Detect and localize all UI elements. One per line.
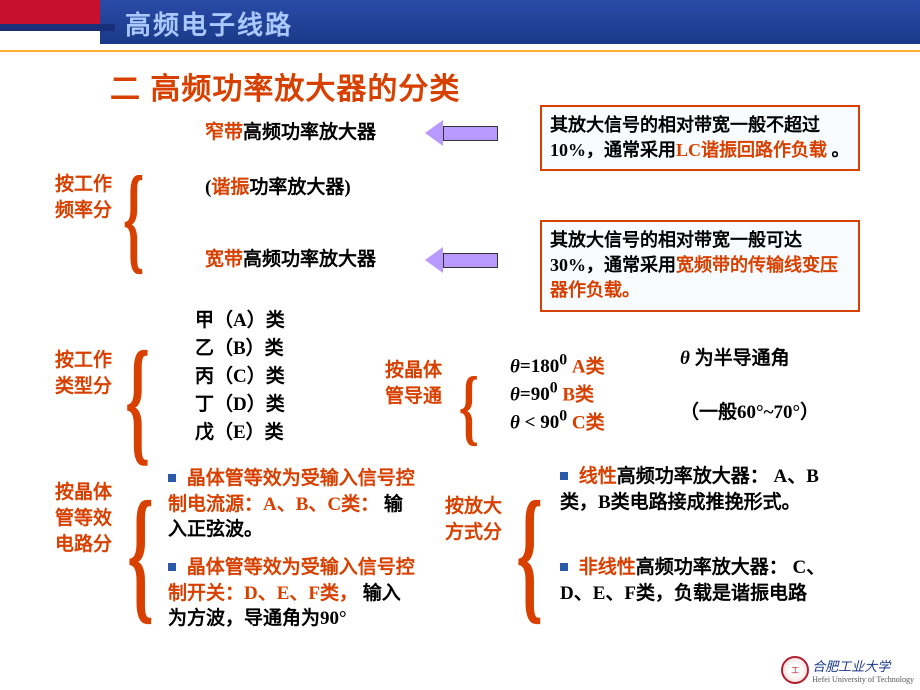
angle-label-2: 管导通 <box>385 384 442 410</box>
page-title: 二 高频功率放大器的分类 <box>110 64 460 108</box>
footer-logo: 工 合肥工业大学 Hefei University of Technology <box>781 656 914 684</box>
sec1-label-1: 按工作 <box>55 172 112 198</box>
txt: 高频功率放大器 <box>243 122 376 143</box>
txt: 高频功率放大器： <box>636 557 788 578</box>
txt: LC谐振回路作负载 <box>676 140 827 160</box>
txt: 线性 <box>579 466 617 487</box>
brace-icon: { <box>459 378 479 438</box>
sec1-label-2: 频率分 <box>55 198 112 224</box>
halfangle-1: θ 为半导通角 <box>680 346 790 372</box>
divider <box>0 50 920 52</box>
txt: C类 <box>572 412 605 433</box>
class-d: 丁（D）类 <box>195 392 285 418</box>
txt: A类 <box>572 356 605 377</box>
arrow-icon <box>425 120 498 146</box>
sec3-p1: 晶体管等效为受输入信号控制电流源：A、B、C类： 输入正弦波。 <box>168 466 418 543</box>
txt: 30% <box>550 255 586 275</box>
banner-title: 高频电子线路 <box>125 5 293 42</box>
txt: 功率放大器) <box>249 177 350 198</box>
txt: 。 <box>827 140 850 160</box>
txt: 高频功率放大器 <box>243 249 376 270</box>
txt: 窄带 <box>205 122 243 143</box>
txt: 为半导通角 <box>690 348 790 369</box>
sec1-resonant: (谐振功率放大器) <box>205 175 351 201</box>
angle-c: θ < 900 C类 <box>510 406 605 436</box>
halfangle-2: （一般60°~70°） <box>680 400 819 426</box>
sec3-label-2: 管等效 <box>55 506 112 532</box>
txt: 高频功率放大器： <box>617 466 769 487</box>
sec1-narrow: 窄带高频功率放大器 <box>205 120 376 146</box>
txt: 10% <box>550 140 586 160</box>
sec4-label-2: 方式分 <box>445 520 502 546</box>
sec4-label-1: 按放大 <box>445 494 502 520</box>
brace-icon: { <box>125 352 150 450</box>
txt: 非线性 <box>579 557 636 578</box>
txt: 其放大信号的相对带宽一般不超过 <box>550 115 820 135</box>
info-box-2: 其放大信号的相对带宽一般可达30%，通常采用宽频带的传输线变压器作负载。 <box>540 220 860 312</box>
sec4-p1: 线性高频功率放大器： A、B 类，B类电路接成推挽形式。 <box>560 464 850 515</box>
txt: 晶体管等效为受输入信号控制电流源：A、B、C类： <box>168 468 415 515</box>
brace-icon: { <box>123 176 144 260</box>
class-c: 丙（C）类 <box>195 364 285 390</box>
bullet-icon <box>560 563 568 571</box>
blue-strip <box>0 24 115 31</box>
sec3-label-3: 电路分 <box>55 532 112 558</box>
university-name: 合肥工业大学 <box>812 656 914 675</box>
txt: 其放大信号的相对带宽一般可达 <box>550 230 802 250</box>
university-seal-icon: 工 <box>781 656 809 684</box>
bullet-icon <box>560 472 568 480</box>
arrow-icon <box>425 247 498 273</box>
brace-icon: { <box>127 502 154 607</box>
brace-icon: { <box>516 502 543 607</box>
sec2-label-2: 类型分 <box>55 374 112 400</box>
txt: 谐振 <box>211 177 249 198</box>
class-b: 乙（B）类 <box>195 336 284 362</box>
sec4-p2: 非线性高频功率放大器： C、D、E、F类，负载是谐振电路 <box>560 555 850 606</box>
bullet-icon <box>168 474 176 482</box>
txt: 宽带 <box>205 249 243 270</box>
sec3-p2: 晶体管等效为受输入信号控制开关：D、E、F类， 输入为方波，导通角为90° <box>168 555 418 632</box>
class-e: 戊（E）类 <box>195 420 284 446</box>
angle-a: θ=1800 A类 <box>510 350 605 380</box>
sec3-label-1: 按晶体 <box>55 480 112 506</box>
sec2-label-1: 按工作 <box>55 348 112 374</box>
bullet-icon <box>168 563 176 571</box>
sec1-wide: 宽带高频功率放大器 <box>205 247 376 273</box>
info-box-1: 其放大信号的相对带宽一般不超过 10%，通常采用LC谐振回路作负载 。 <box>540 105 860 171</box>
txt: ，通常采用 <box>586 140 676 160</box>
txt: ，通常采用 <box>586 255 676 275</box>
angle-label-1: 按晶体 <box>385 358 442 384</box>
txt: B类 <box>562 384 594 405</box>
angle-b: θ=900 B类 <box>510 378 594 408</box>
university-name-en: Hefei University of Technology <box>812 675 914 684</box>
red-strip <box>0 0 100 24</box>
txt: θ <box>680 348 690 369</box>
class-a: 甲（A）类 <box>195 308 285 334</box>
